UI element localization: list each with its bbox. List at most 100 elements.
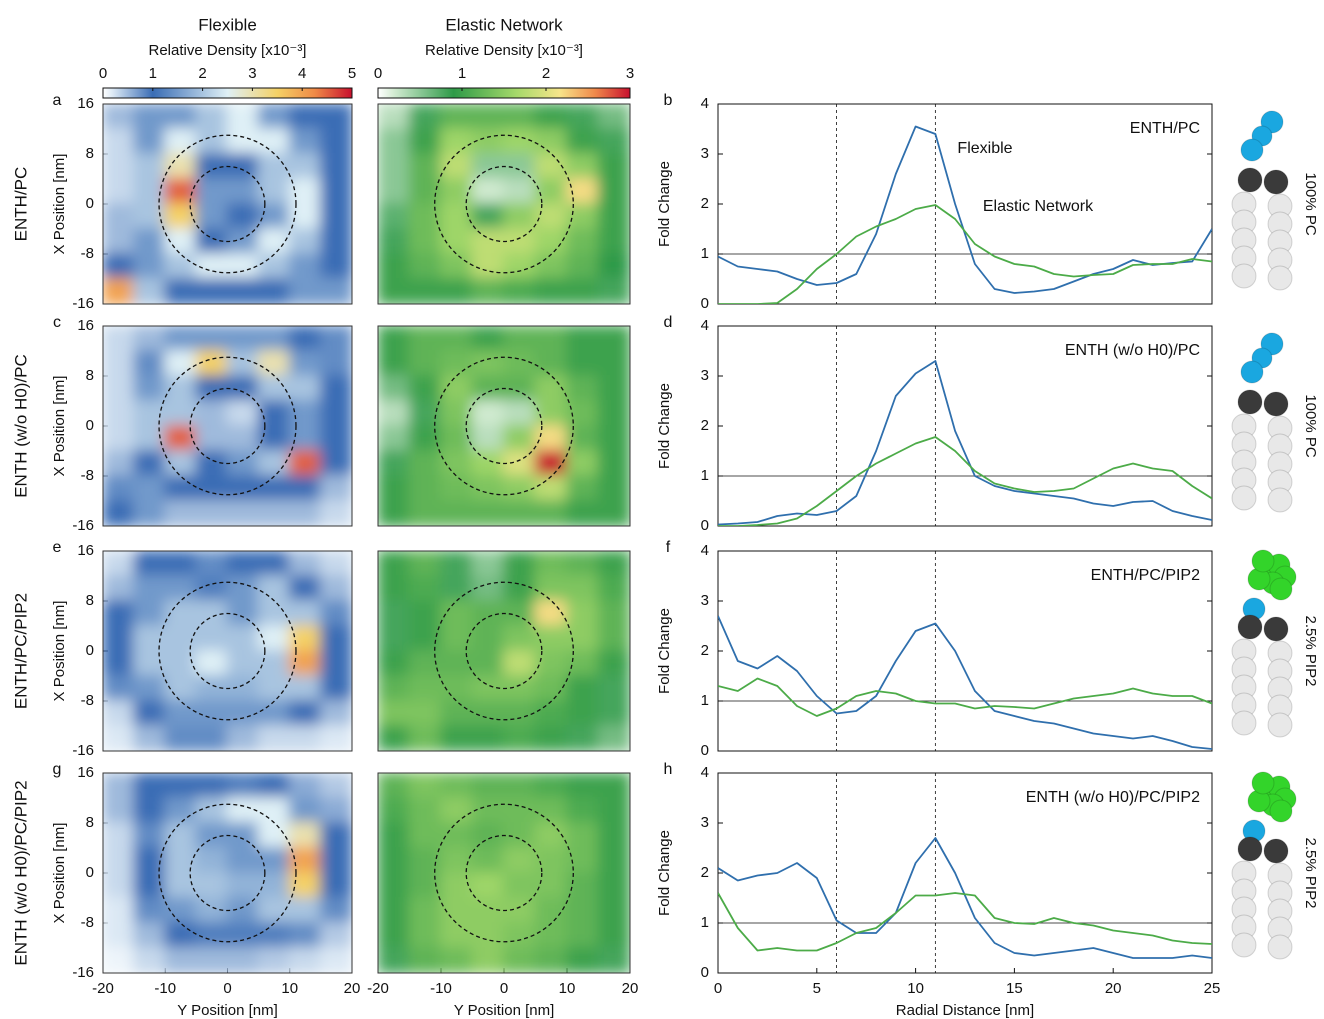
heatmap-cell <box>320 450 353 477</box>
heatmap-cell <box>102 922 135 949</box>
molecule-atom <box>1264 392 1288 416</box>
molecule-atom <box>1238 390 1262 414</box>
heatmap-cell <box>289 772 322 799</box>
heatmap-cell <box>535 375 569 402</box>
heatmap-cell <box>164 350 197 377</box>
heatmap-cell <box>503 822 537 849</box>
heatmap-cell <box>440 400 474 427</box>
heatmap-cell <box>503 400 537 427</box>
heatmap-cell <box>377 103 411 130</box>
colorbar-tick-label: 5 <box>348 65 356 82</box>
molecule-atom <box>1252 772 1274 794</box>
heatmap-cell <box>227 872 260 899</box>
y-tick-label: 2 <box>701 417 709 434</box>
heatmap-cell <box>258 847 291 874</box>
heatmap-cell <box>164 325 197 352</box>
heatmap-cell <box>440 375 474 402</box>
column-header: Flexible <box>198 15 257 34</box>
heatmap-cell <box>102 675 135 702</box>
heatmap-cell <box>566 128 600 155</box>
heatmap-cell <box>409 350 443 377</box>
heatmap-cell <box>195 325 228 352</box>
heatmap-cell <box>102 253 135 280</box>
heatmap-cell <box>377 625 411 652</box>
heatmap-cell <box>289 350 322 377</box>
heatmap-cell <box>289 375 322 402</box>
heatmap-cell <box>566 178 600 205</box>
heatmap-cell <box>227 153 260 180</box>
heatmap-cell <box>258 425 291 452</box>
heatmap-cell <box>289 600 322 627</box>
panel-letter: g <box>53 761 62 778</box>
heatmap-cell <box>102 797 135 824</box>
heatmap-cell <box>102 128 135 155</box>
colorbar-tick-label: 2 <box>542 65 550 82</box>
heatmap-cell <box>503 500 537 527</box>
heatmap-cell <box>440 153 474 180</box>
heatmap-cell <box>102 500 135 527</box>
heatmap-cell <box>566 822 600 849</box>
heatmap-cell <box>566 253 600 280</box>
heatmap-cell <box>566 278 600 305</box>
molecule-atom <box>1238 168 1262 192</box>
heatmap-cell <box>377 600 411 627</box>
y-tick-label: 4 <box>701 317 709 334</box>
heatmap-cell <box>566 947 600 974</box>
heatmap-cell <box>566 650 600 677</box>
heatmap-cell <box>598 822 632 849</box>
heatmap-cell <box>289 153 322 180</box>
heatmap-cell <box>227 822 260 849</box>
column-header: Elastic Network <box>445 15 563 34</box>
heatmap-cell <box>566 425 600 452</box>
molecule-atom <box>1268 266 1292 290</box>
heatmap-cell <box>598 128 632 155</box>
heatmap-cell <box>535 425 569 452</box>
panel-letter: d <box>664 314 673 331</box>
x-tick-label: 20 <box>344 980 361 997</box>
heatmap-cell <box>164 103 197 130</box>
heatmap-cell <box>133 425 166 452</box>
y-tick-label: -8 <box>81 692 94 709</box>
y-tick-label: -16 <box>72 964 94 981</box>
heatmap-cell <box>440 500 474 527</box>
heatmap-cell <box>503 103 537 130</box>
heatmap-cell <box>258 253 291 280</box>
heatmap <box>102 550 353 752</box>
heatmap-cell <box>195 897 228 924</box>
heatmap-cell <box>164 922 197 949</box>
heatmap-cell <box>320 700 353 727</box>
heatmap-cell <box>102 725 135 752</box>
heatmap-cell <box>598 600 632 627</box>
heatmap-cell <box>289 922 322 949</box>
y-axis-label: Fold Change <box>656 830 673 916</box>
heatmap-cell <box>102 178 135 205</box>
heatmap-cell <box>320 500 353 527</box>
heatmap-cell <box>164 203 197 230</box>
heatmap-cell <box>409 153 443 180</box>
heatmap-cell <box>598 650 632 677</box>
heatmap-cell <box>320 650 353 677</box>
heatmap-cell <box>258 650 291 677</box>
heatmap-cell <box>409 897 443 924</box>
x-tick-label: 0 <box>223 980 231 997</box>
heatmap-cell <box>195 203 228 230</box>
x-tick-label: -20 <box>92 980 114 997</box>
panel-letter: f <box>666 539 671 556</box>
colorbar-tick-label: 2 <box>198 65 206 82</box>
heatmap-cell <box>195 872 228 899</box>
heatmap-cell <box>598 350 632 377</box>
heatmap-cell <box>377 375 411 402</box>
heatmap-cell <box>164 153 197 180</box>
y-tick-label: 1 <box>701 692 709 709</box>
heatmap-cell <box>133 675 166 702</box>
heatmap-cell <box>535 797 569 824</box>
heatmap-cell <box>164 947 197 974</box>
heatmap-cell <box>320 550 353 577</box>
heatmap-cell <box>598 725 632 752</box>
heatmap-cell <box>164 475 197 502</box>
panel-title: ENTH/PC/PIP2 <box>1091 567 1200 584</box>
molecule-atom <box>1232 933 1256 957</box>
heatmap-cell <box>472 872 506 899</box>
heatmap-cell <box>472 325 506 352</box>
